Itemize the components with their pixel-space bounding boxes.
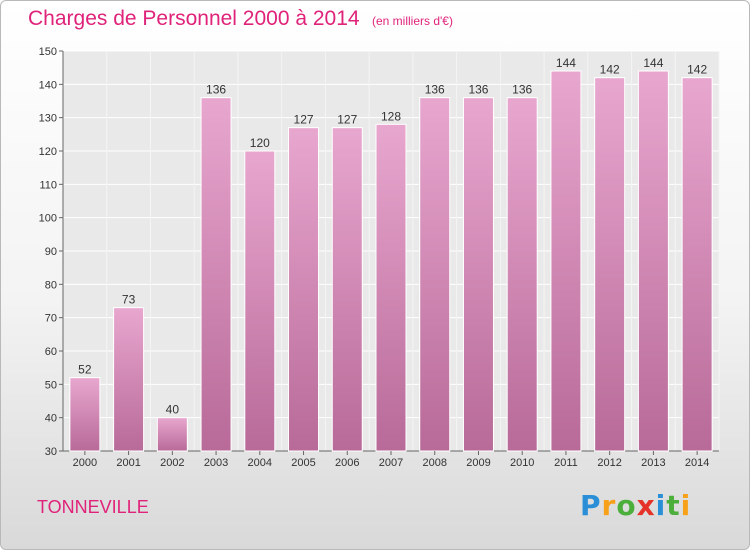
data-label: 127 [294, 113, 314, 127]
data-label: 136 [512, 83, 532, 97]
data-label: 127 [337, 113, 357, 127]
bar [69, 377, 101, 452]
data-label: 136 [206, 83, 226, 97]
data-label: 144 [556, 56, 576, 70]
y-tick-label: 120 [39, 146, 57, 158]
x-tick-label: 2002 [160, 457, 184, 469]
y-tick-label: 60 [45, 346, 57, 358]
y-tick-label: 110 [39, 179, 57, 191]
logo-letter: P [580, 489, 602, 522]
bar [462, 97, 494, 452]
data-label: 142 [600, 63, 620, 77]
bar [244, 150, 276, 452]
x-tick-label: 2000 [73, 457, 97, 469]
x-tick-label: 2013 [641, 457, 665, 469]
logo-letter: t [666, 489, 681, 522]
data-label: 136 [468, 83, 488, 97]
logo-letter: i [655, 489, 667, 522]
x-tick-label: 2012 [597, 457, 621, 469]
y-tick-label: 40 [45, 413, 57, 425]
y-tick-label: 140 [39, 79, 57, 91]
logo-letter: o [616, 489, 637, 522]
bar [506, 97, 538, 452]
logo-letter: r [601, 489, 617, 522]
data-label: 142 [687, 63, 707, 77]
y-tick-label: 150 [39, 46, 57, 58]
logo-letter: x [636, 489, 656, 522]
bar [594, 77, 626, 452]
data-label: 52 [78, 363, 92, 377]
x-tick-label: 2008 [422, 457, 446, 469]
bar [288, 127, 320, 452]
x-tick-label: 2009 [466, 457, 490, 469]
data-label: 73 [122, 293, 136, 307]
x-tick-label: 2001 [116, 457, 140, 469]
bar [681, 77, 713, 452]
y-tick-label: 70 [45, 313, 57, 325]
proxiti-logo[interactable]: Proxiti [580, 489, 691, 522]
bar [200, 97, 232, 452]
bar [113, 307, 145, 452]
chart-subtitle: (en milliers d'€) [372, 14, 453, 28]
data-label: 128 [381, 109, 401, 123]
data-label: 120 [250, 136, 270, 150]
x-tick-label: 2003 [204, 457, 228, 469]
bar [331, 127, 363, 452]
x-tick-label: 2007 [379, 457, 403, 469]
y-tick-label: 130 [39, 113, 57, 125]
bar [375, 123, 407, 452]
chart-title: Charges de Personnel 2000 à 2014 [28, 7, 360, 30]
bar [637, 70, 669, 452]
data-label: 40 [166, 403, 180, 417]
x-tick-label: 2005 [291, 457, 315, 469]
data-label: 136 [425, 83, 445, 97]
bar [156, 417, 188, 452]
logo-letter: i [680, 489, 692, 522]
commune-name: TONNEVILLE [37, 497, 149, 517]
bar [419, 97, 451, 452]
bar [550, 70, 582, 452]
x-tick-label: 2004 [248, 457, 272, 469]
x-tick-label: 2010 [510, 457, 534, 469]
y-tick-label: 100 [39, 213, 57, 225]
y-tick-label: 80 [45, 279, 57, 291]
data-label: 144 [643, 56, 663, 70]
x-tick-label: 2006 [335, 457, 359, 469]
y-tick-label: 50 [45, 379, 57, 391]
x-tick-label: 2014 [685, 457, 709, 469]
y-tick-label: 90 [45, 246, 57, 258]
y-tick-label: 30 [45, 446, 57, 458]
x-tick-label: 2011 [554, 457, 578, 469]
